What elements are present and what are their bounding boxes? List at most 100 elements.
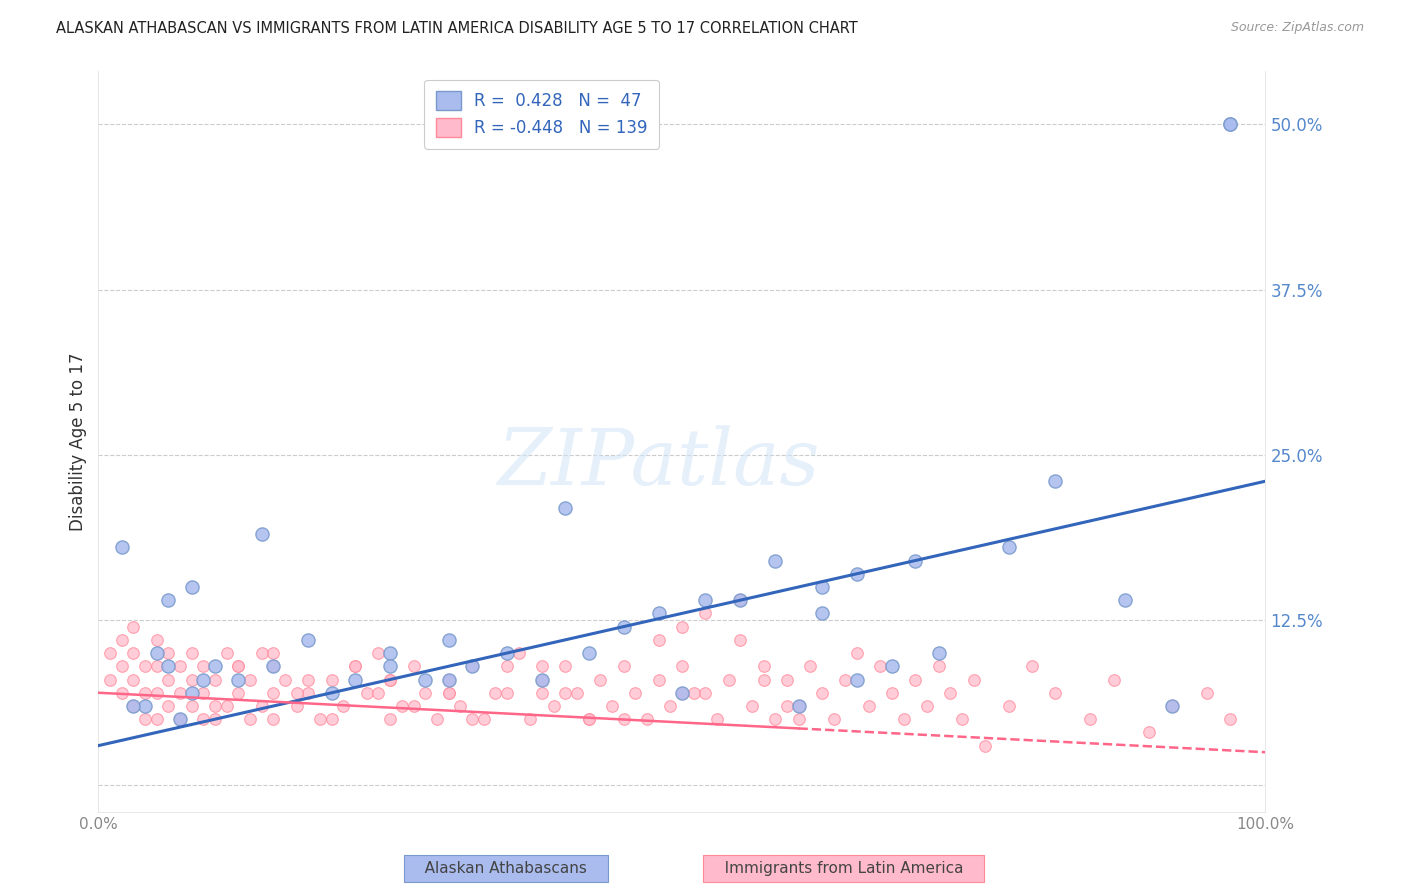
Point (437, 686, 460, 700)
Legend: R =  0.428   N =  47, R = -0.448   N = 139: R = 0.428 N = 47, R = -0.448 N = 139 (425, 79, 659, 149)
Point (763, 553, 786, 567)
Point (426, 712, 449, 726)
Point (461, 659, 484, 673)
Point (671, 686, 693, 700)
Point (997, 541, 1019, 555)
Point (461, 712, 484, 726)
Point (122, 698, 145, 713)
Point (997, 698, 1019, 713)
Point (169, 686, 191, 700)
Point (274, 673, 297, 687)
Point (612, 712, 634, 726)
Point (928, 659, 950, 673)
Point (332, 698, 354, 713)
Point (1021, 659, 1043, 673)
Point (180, 673, 202, 687)
Point (146, 659, 169, 673)
Point (146, 686, 169, 700)
Point (344, 659, 367, 673)
Point (1197, 686, 1219, 700)
Point (180, 686, 202, 700)
Point (367, 686, 389, 700)
Point (880, 686, 903, 700)
Point (1219, 117, 1241, 131)
Point (880, 659, 903, 673)
Point (169, 712, 191, 726)
Point (461, 659, 484, 673)
Point (600, 698, 623, 713)
Point (380, 673, 402, 687)
Point (717, 673, 740, 687)
Text: ZIPatlas: ZIPatlas (498, 425, 820, 502)
Point (846, 646, 869, 660)
Point (146, 646, 169, 660)
Point (858, 698, 880, 713)
Text: Immigrants from Latin America: Immigrants from Latin America (710, 861, 977, 876)
Point (437, 673, 460, 687)
Point (578, 712, 600, 726)
Point (823, 712, 845, 726)
Point (204, 712, 226, 726)
Point (321, 673, 343, 687)
Point (530, 673, 553, 687)
Point (846, 566, 869, 581)
Point (157, 698, 180, 713)
Point (297, 632, 319, 647)
Point (309, 712, 332, 726)
Point (1045, 686, 1067, 700)
Point (846, 673, 869, 687)
Y-axis label: Disability Age 5 to 17: Disability Age 5 to 17 (69, 352, 87, 531)
Point (1219, 117, 1241, 131)
Point (554, 500, 576, 515)
Point (228, 659, 250, 673)
Point (612, 659, 634, 673)
Point (215, 646, 238, 660)
Point (578, 712, 600, 726)
Point (134, 712, 156, 726)
Point (413, 686, 436, 700)
Point (111, 659, 134, 673)
Point (380, 646, 402, 660)
Point (180, 646, 202, 660)
Point (776, 698, 799, 713)
Point (799, 659, 821, 673)
Point (752, 659, 775, 673)
Point (391, 698, 413, 713)
Point (98, 646, 121, 660)
Point (122, 620, 145, 634)
Point (157, 659, 180, 673)
Point (262, 659, 284, 673)
Point (122, 698, 145, 713)
Point (1161, 698, 1184, 713)
Point (647, 673, 669, 687)
Point (157, 673, 180, 687)
Point (671, 686, 693, 700)
Point (180, 580, 202, 594)
Point (915, 698, 938, 713)
Point (904, 673, 927, 687)
Point (554, 686, 576, 700)
Point (111, 541, 134, 555)
Point (647, 632, 669, 647)
Point (706, 712, 728, 726)
Point (578, 646, 600, 660)
Point (228, 673, 250, 687)
Point (204, 673, 226, 687)
Point (204, 698, 226, 713)
Point (893, 712, 915, 726)
Point (98, 673, 121, 687)
Point (193, 712, 215, 726)
Point (752, 673, 775, 687)
Point (380, 712, 402, 726)
Point (157, 646, 180, 660)
Point (297, 686, 319, 700)
Point (380, 659, 402, 673)
Point (146, 632, 169, 647)
Point (787, 712, 810, 726)
Point (285, 686, 308, 700)
Point (508, 646, 530, 660)
Point (437, 632, 460, 647)
Point (228, 686, 250, 700)
Point (589, 673, 612, 687)
Point (530, 659, 553, 673)
